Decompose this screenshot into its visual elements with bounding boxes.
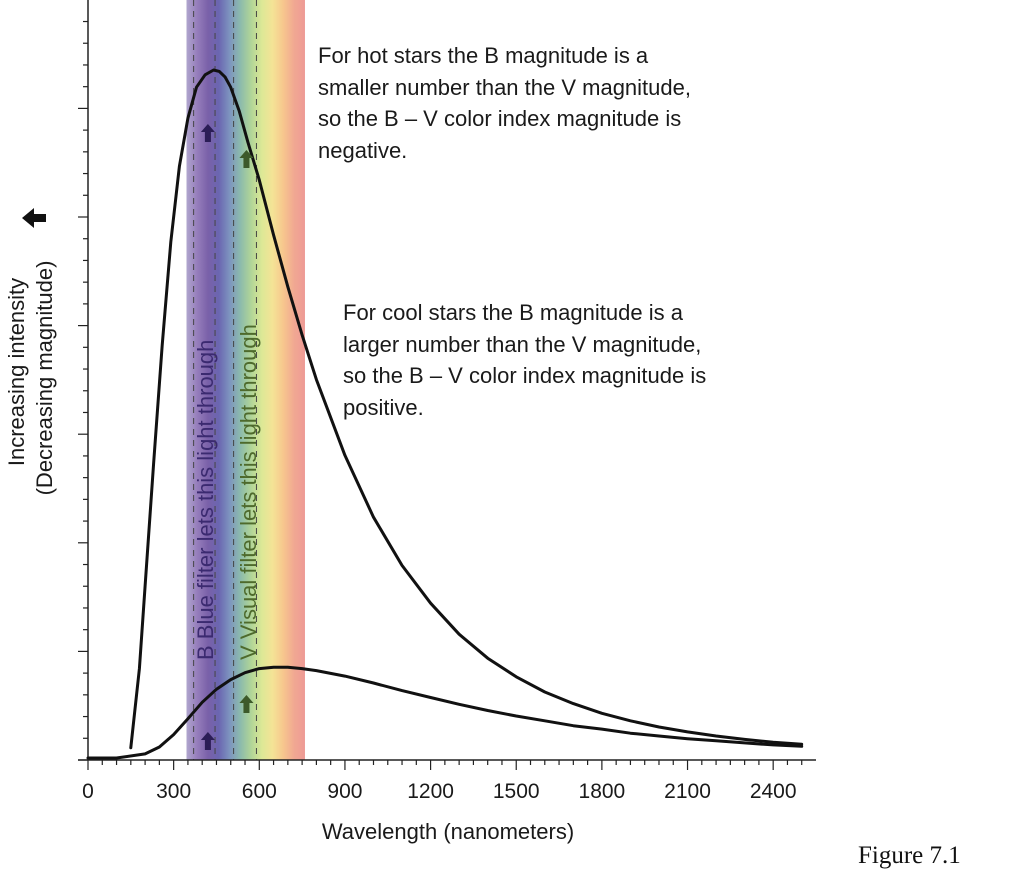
b-arrow-hot-icon	[200, 124, 215, 142]
x-axis-title: Wavelength (nanometers)	[322, 819, 574, 844]
band-B-label: B Blue filter lets this light through	[193, 340, 218, 660]
x-axis-ticks: 0 300 600 900 1200 1500 1800 2100 2400	[82, 760, 803, 803]
band-V-label: V Visual filter lets this light through	[236, 324, 261, 660]
x-tick-label: 1500	[493, 780, 540, 803]
figure-label: Figure 7.1	[858, 842, 961, 869]
y-axis-ticks	[78, 20, 88, 761]
x-tick-label: 1800	[579, 780, 626, 803]
y-axis-title-line-1: Increasing intensity	[4, 278, 29, 466]
v-arrow-cool-icon	[239, 695, 254, 713]
x-tick-label: 1200	[407, 780, 454, 803]
arrow-layer	[200, 124, 254, 750]
x-tick-label: 2400	[750, 780, 797, 803]
cool-star-curve	[86, 665, 804, 760]
x-tick-label: 300	[156, 780, 191, 803]
y-axis-title-line-2: (Decreasing magnitude)	[32, 261, 57, 496]
axes: 0 300 600 900 1200 1500 1800 2100 2400	[78, 0, 816, 803]
series-layer	[86, 68, 804, 760]
v-arrow-hot-icon	[239, 150, 254, 168]
b-arrow-cool-icon	[200, 732, 215, 750]
x-tick-label: 900	[327, 780, 362, 803]
filter-boundaries	[193, 0, 257, 760]
y-axis-title: Increasing intensity (Decreasing magnitu…	[4, 208, 57, 495]
hot-stars-note: For hot stars the B magnitude is a small…	[318, 43, 691, 163]
up-arrow-icon	[22, 208, 46, 228]
x-tick-label: 600	[242, 780, 277, 803]
x-tick-label: 0	[82, 780, 94, 803]
band-labels: B Blue filter lets this light through V V…	[193, 324, 261, 660]
x-tick-label: 2100	[664, 780, 711, 803]
hot-star-curve	[129, 68, 804, 750]
cool-stars-note: For cool stars the B magnitude is a larg…	[343, 300, 707, 420]
